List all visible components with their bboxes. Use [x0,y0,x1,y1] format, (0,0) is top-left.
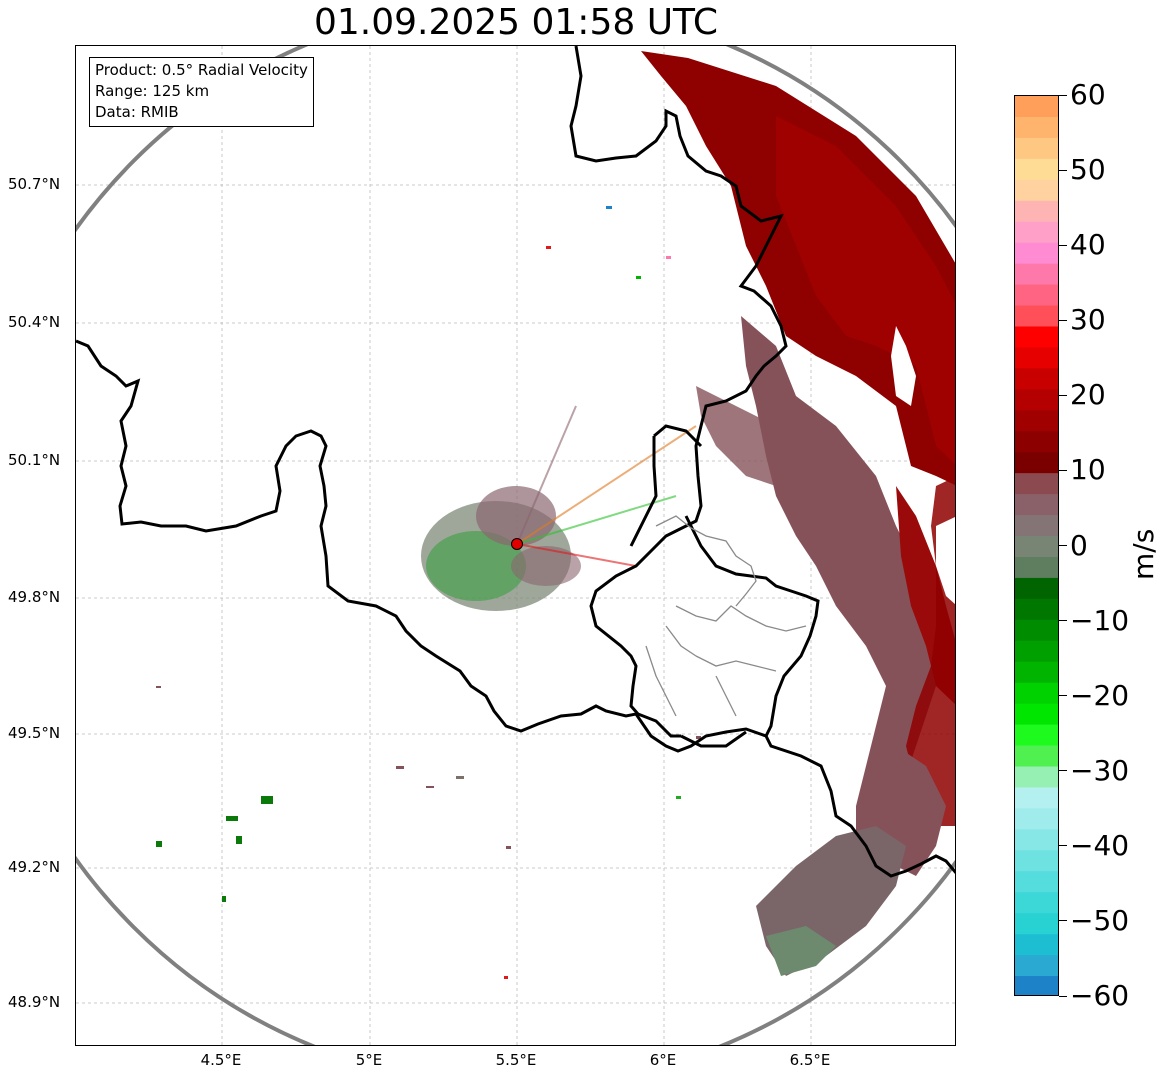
colorbar-gradient [1015,96,1058,995]
colorbar-band [1015,850,1058,872]
colorbar-band [1015,640,1058,663]
colorbar-band [1015,556,1058,579]
colorbar-band [1015,598,1058,621]
colorbar-tick-label: −30 [1070,753,1130,787]
colorbar-tick-label: 40 [1070,228,1106,262]
borders [76,46,955,878]
colorbar-band [1015,724,1058,747]
colorbar-tick-label: 30 [1070,303,1106,337]
colorbar-band [1015,347,1058,369]
colorbar-band [1015,284,1058,307]
colorbar-band [1015,389,1058,411]
colorbar-band [1015,473,1058,495]
colorbar-band [1015,221,1058,244]
colorbar-band [1015,808,1058,830]
radar-map-canvas [76,46,955,1045]
colorbar-band [1015,955,1058,977]
colorbar-band [1015,703,1058,726]
colorbar-band [1015,368,1058,390]
colorbar-band [1015,200,1058,223]
lon-label-6: 6°E [649,1051,677,1069]
colorbar-band [1015,913,1058,935]
product-info-box: Product: 0.5° Radial Velocity Range: 125… [89,57,314,127]
colorbar-tick-label: 10 [1070,453,1106,487]
lon-label-6-5: 6.5°E [789,1051,831,1069]
colorbar-tick-mark [1059,920,1067,922]
map-title: 01.09.2025 01:58 UTC [313,2,719,43]
colorbar-tick-mark [1059,620,1067,622]
lat-label-50-1: 50.1°N [8,451,61,469]
colorbar-band [1015,766,1058,789]
colorbar-tick-label: 60 [1070,78,1106,111]
colorbar-tick-label: 50 [1070,153,1106,187]
colorbar-tick-label: −60 [1070,979,1130,1012]
info-product: Product: 0.5° Radial Velocity [95,61,308,79]
clutter [156,206,701,979]
colorbar-band [1015,305,1058,328]
radar-map[interactable]: Product: 0.5° Radial Velocity Range: 125… [75,45,956,1046]
colorbar-band [1015,934,1058,956]
colorbar-tick-mark [1059,995,1067,997]
colorbar-band [1015,976,1058,995]
colorbar-band [1015,577,1058,600]
colorbar-tick-mark [1059,845,1067,847]
colorbar-band [1015,410,1058,432]
radar-site-marker [511,538,523,550]
lon-label-4-5: 4.5°E [200,1051,242,1069]
lat-label-49-5: 49.5°N [8,724,61,742]
colorbar-band [1015,871,1058,893]
colorbar-band [1015,263,1058,286]
colorbar-tick-mark [1059,695,1067,697]
colorbar-band [1015,452,1058,474]
colorbar-tick-mark [1059,770,1067,772]
colorbar-band [1015,494,1058,516]
lon-label-5-5: 5.5°E [495,1051,537,1069]
colorbar-band [1015,619,1058,642]
colorbar-band [1015,179,1058,202]
colorbar-band [1015,431,1058,453]
colorbar-tick-mark [1059,545,1067,546]
colorbar-band [1015,116,1058,139]
info-data-source: Data: RMIB [95,103,179,121]
colorbar-band [1015,682,1058,705]
colorbar-tick-label: 20 [1070,378,1106,412]
colorbar-band [1015,787,1058,810]
colorbar-tick-label: −40 [1070,828,1130,862]
colorbar-band [1015,661,1058,684]
colorbar-tick-mark [1059,244,1067,246]
colorbar-tick-mark [1059,169,1067,171]
colorbar-tick-label: −50 [1070,903,1130,937]
weather-echoes [641,51,955,976]
colorbar-tick-mark [1059,94,1067,96]
colorbar-unit-label: m/s [1127,528,1160,580]
colorbar-band [1015,96,1058,118]
colorbar-band [1015,536,1058,558]
colorbar-tick-label: −10 [1070,603,1130,637]
info-range: Range: 125 km [95,82,210,100]
lon-label-5: 5°E [355,1051,383,1069]
lat-label-49-8: 49.8°N [8,588,61,606]
colorbar-band [1015,745,1058,768]
colorbar-tick-label: 0 [1070,528,1088,562]
colorbar-band [1015,326,1058,349]
colorbar-tick-mark [1059,469,1067,471]
colorbar-tick-label: −20 [1070,678,1130,712]
colorbar-tick-mark [1059,394,1067,396]
colorbar-band [1015,158,1058,181]
lat-label-49-2: 49.2°N [8,858,61,876]
colorbar-band [1015,137,1058,160]
colorbar-band [1015,515,1058,537]
colorbar-band [1015,242,1058,265]
colorbar-tick-mark [1059,319,1067,321]
colorbar-band [1015,892,1058,914]
velocity-colorbar [1014,95,1059,996]
lat-label-48-9: 48.9°N [8,993,61,1011]
colorbar-band [1015,829,1058,851]
lat-label-50-7: 50.7°N [8,175,61,193]
lat-label-50-4: 50.4°N [8,313,61,331]
